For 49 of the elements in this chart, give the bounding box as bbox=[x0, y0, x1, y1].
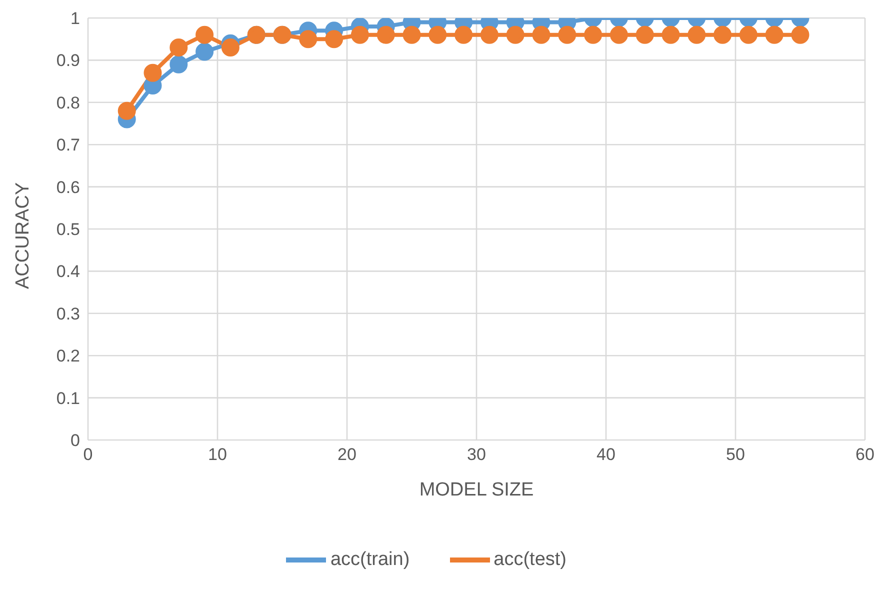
y-tick-label: 0.3 bbox=[56, 304, 80, 324]
point bbox=[791, 26, 810, 44]
point bbox=[170, 38, 188, 57]
point bbox=[428, 26, 447, 44]
point bbox=[714, 26, 732, 44]
point bbox=[350, 26, 369, 44]
point bbox=[610, 26, 628, 44]
y-tick-label: 0.1 bbox=[56, 388, 80, 408]
point bbox=[688, 26, 706, 44]
x-tick-label: 10 bbox=[208, 445, 227, 464]
point bbox=[662, 26, 680, 44]
point bbox=[739, 26, 758, 44]
point bbox=[196, 42, 214, 61]
y-tick-label: 0.2 bbox=[56, 346, 80, 366]
point bbox=[170, 55, 188, 74]
x-tick-label: 50 bbox=[726, 445, 745, 464]
x-tick-label: 20 bbox=[338, 445, 356, 464]
y-tick-label: 0.6 bbox=[56, 178, 80, 197]
point bbox=[376, 26, 395, 44]
y-tick-label: 1 bbox=[70, 9, 80, 28]
y-tick-label: 0.7 bbox=[56, 136, 80, 155]
point bbox=[325, 30, 344, 48]
y-tick-label: 0.9 bbox=[56, 51, 80, 70]
point bbox=[480, 26, 498, 44]
y-tick-label: 0.5 bbox=[56, 220, 80, 240]
point bbox=[765, 26, 784, 44]
y-tick-label: 0 bbox=[70, 431, 80, 450]
point bbox=[454, 26, 473, 44]
point bbox=[196, 26, 214, 44]
y-tick-label: 0.4 bbox=[56, 262, 80, 282]
point bbox=[299, 30, 318, 48]
point bbox=[144, 64, 162, 82]
x-tick-label: 40 bbox=[596, 445, 616, 464]
legend-label: acc(train) bbox=[330, 549, 410, 570]
point bbox=[558, 26, 576, 44]
point bbox=[532, 26, 550, 44]
point bbox=[118, 102, 136, 120]
x-axis-title: MODEL SIZE bbox=[419, 479, 534, 500]
y-tick-label: 0.8 bbox=[56, 93, 80, 112]
x-tick-label: 30 bbox=[467, 445, 486, 464]
point bbox=[636, 26, 654, 44]
y-axis-title: ACCURACY bbox=[12, 182, 34, 289]
x-tick-label: 0 bbox=[83, 445, 93, 464]
x-tick-label: 60 bbox=[856, 445, 874, 464]
legend-label: acc(test) bbox=[494, 549, 567, 570]
point bbox=[221, 38, 240, 57]
point bbox=[584, 26, 602, 44]
point bbox=[506, 26, 524, 44]
point bbox=[402, 26, 421, 44]
